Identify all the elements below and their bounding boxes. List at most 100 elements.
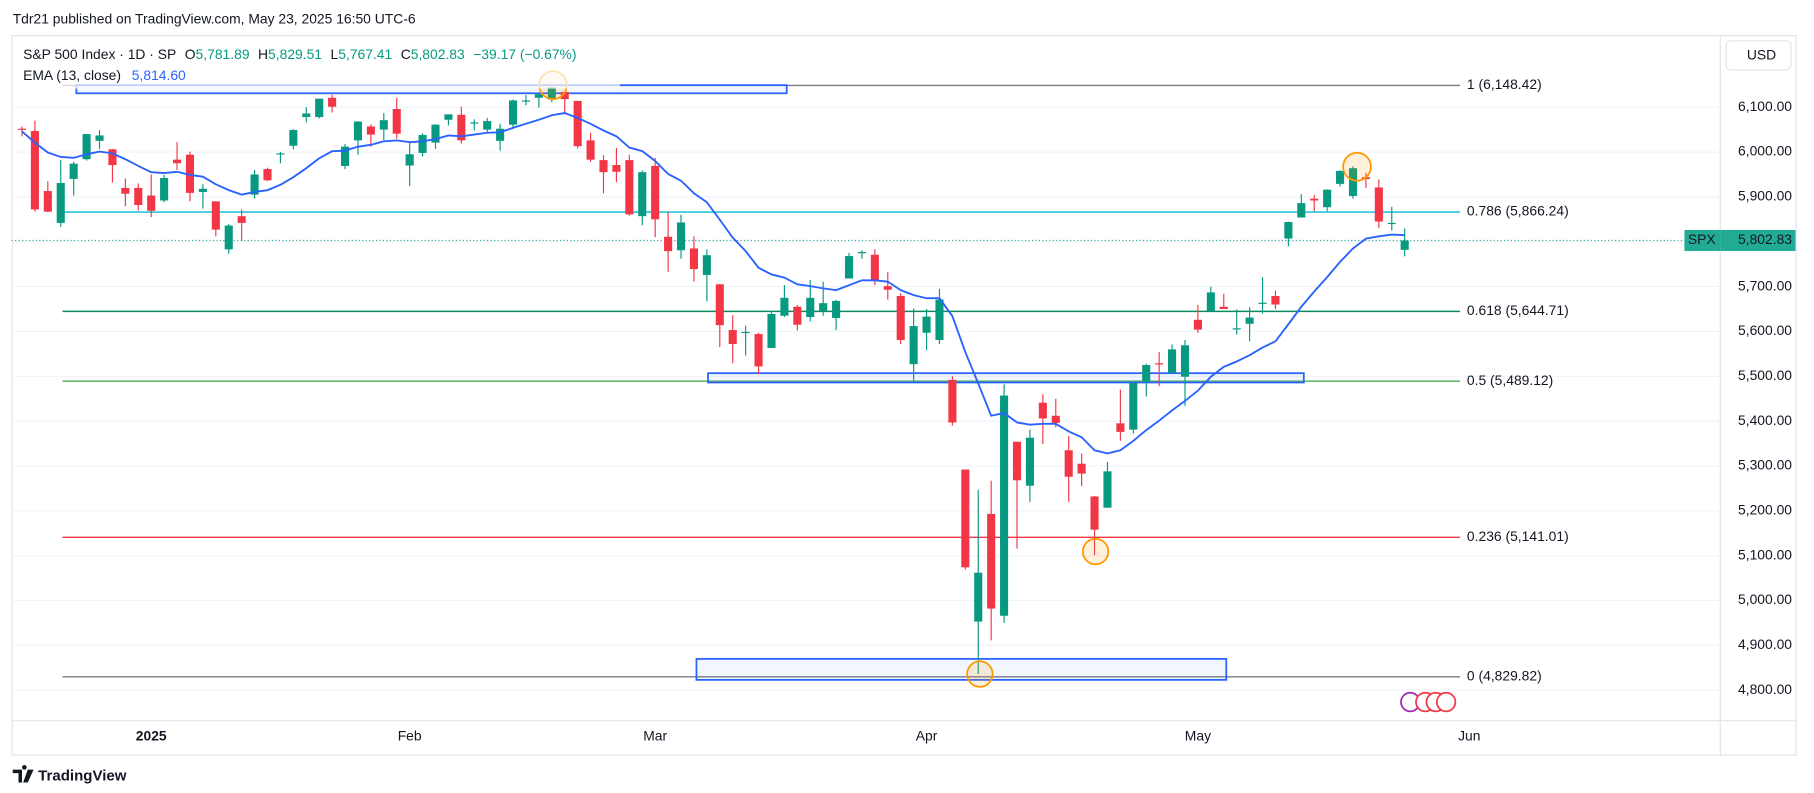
candle-body — [250, 174, 259, 195]
candle-body — [1284, 221, 1293, 239]
candle-body — [1142, 365, 1151, 382]
indicator-name[interactable]: EMA (13, close) — [23, 66, 121, 82]
candle-body — [1180, 345, 1190, 377]
candle-body — [676, 222, 686, 251]
brand-name[interactable]: TradingView — [38, 768, 127, 785]
fib-level-label: 0.236 (5,141.01) — [1467, 528, 1569, 544]
candle-body — [1348, 168, 1358, 196]
y-tick-label: 5,500.00 — [1738, 367, 1792, 383]
candle-body — [1025, 437, 1034, 486]
drawings — [75, 84, 1305, 681]
candle-body — [366, 126, 375, 135]
candle-body — [30, 130, 39, 210]
y-tick-label: 4,900.00 — [1738, 636, 1792, 652]
candle-body — [1310, 198, 1319, 201]
candle-body — [1387, 222, 1396, 225]
y-tick-label: 6,000.00 — [1738, 143, 1792, 159]
candle-body — [418, 134, 427, 153]
candle-body — [1297, 203, 1306, 218]
circle-drawing — [1342, 151, 1372, 182]
candle-body — [857, 252, 866, 254]
legend-value: 5,829.51 — [268, 45, 322, 61]
drawings — [538, 70, 1457, 713]
candle-body — [108, 149, 117, 166]
price-tag: 5,802.83 — [1738, 231, 1792, 247]
candle-body — [56, 182, 65, 223]
candle-body — [780, 297, 789, 316]
candle-body — [625, 160, 634, 215]
symbol-tag: SPX — [1688, 231, 1716, 247]
candle-body — [353, 121, 363, 141]
grid — [11, 106, 1721, 691]
candle-body — [17, 128, 27, 130]
candle-body — [224, 225, 233, 250]
candle-body — [974, 572, 983, 622]
legend-label: L — [331, 45, 339, 61]
axes: 4,800.00 4,900.00 5,000.00 5,100.00 5,200.00… — [136, 98, 1796, 744]
y-tick-label: 5,600.00 — [1738, 322, 1792, 338]
fib-level-label: 0.786 (5,866.24) — [1467, 203, 1569, 219]
candle-body — [806, 297, 815, 318]
candle-body — [237, 216, 246, 223]
candle-body — [198, 188, 207, 192]
currency-button[interactable] — [1725, 40, 1792, 71]
currency-label[interactable]: USD — [1747, 47, 1776, 63]
candle-body — [1193, 319, 1202, 330]
candle-body — [444, 114, 453, 120]
ema-line — [21, 112, 1405, 455]
candle-body — [496, 128, 505, 141]
y-tick-label: 5,400.00 — [1738, 412, 1792, 428]
fib-level-label: 1 (6,148.42) — [1467, 76, 1542, 92]
candle-body — [573, 100, 582, 147]
candle-body — [883, 286, 892, 290]
legend-value: 5,767.41 — [338, 45, 392, 61]
candle-body — [1245, 317, 1254, 324]
candle-body — [534, 94, 543, 98]
candle-body — [961, 469, 970, 568]
symbol-tag-bg — [1684, 229, 1721, 251]
candle-body — [1077, 463, 1086, 474]
fib-retracement: 1 (6,148.42) 0.786 (5,866.24) 0.618 (5,644… — [11, 76, 1721, 684]
candles — [17, 86, 1409, 675]
candle-body — [948, 379, 957, 423]
candle-body — [1323, 189, 1332, 208]
candle-body — [819, 303, 828, 311]
candle-body — [844, 256, 854, 279]
candle-body — [1064, 450, 1073, 477]
candle-body — [715, 284, 724, 326]
candle-body — [922, 316, 931, 333]
y-tick-label: 5,200.00 — [1738, 501, 1792, 517]
candle-body — [508, 100, 518, 125]
candle-body — [379, 120, 388, 130]
candle-body — [793, 306, 802, 325]
y-tick-label: 6,100.00 — [1738, 98, 1792, 114]
candle-body — [935, 299, 944, 340]
candle-body — [276, 153, 285, 155]
candle-body — [1232, 328, 1241, 330]
y-tick-label: 5,900.00 — [1738, 188, 1792, 204]
logo-mark — [12, 765, 34, 783]
candle-body — [1168, 349, 1177, 373]
publisher-line: Tdr21 published on TradingView.com, May … — [13, 10, 416, 26]
y-tick-label: 5,000.00 — [1738, 591, 1792, 607]
candle-body — [702, 255, 711, 275]
candle-body — [1051, 415, 1060, 423]
candle-body — [1103, 471, 1112, 508]
candle-body — [263, 169, 272, 181]
box-drawing — [707, 372, 1305, 384]
brand-logo: TradingView — [12, 765, 127, 785]
candle-body — [405, 154, 414, 166]
candle-body — [1116, 423, 1125, 432]
candle-body — [185, 154, 195, 193]
candle-body — [896, 295, 905, 340]
candle-body — [586, 140, 595, 160]
candle-body — [1129, 382, 1138, 430]
symbol[interactable]: S&P 500 Index · 1D · SP — [23, 45, 176, 61]
candle-body — [1012, 441, 1022, 481]
candle-body — [121, 187, 130, 194]
event-icon[interactable] — [1435, 691, 1457, 713]
x-tick-label: Jun — [1458, 728, 1480, 744]
candle-body — [134, 187, 143, 205]
